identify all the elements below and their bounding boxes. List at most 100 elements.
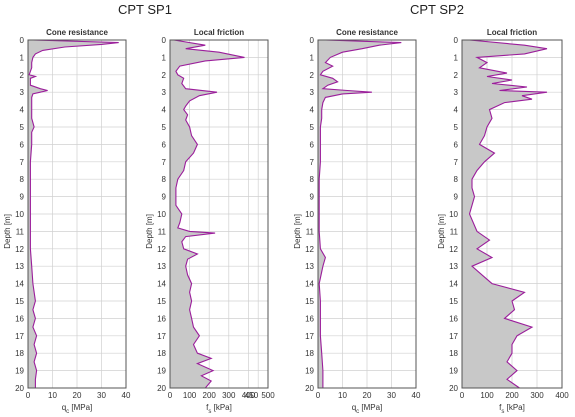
y-tick-label: 8 <box>310 175 315 184</box>
x-axis-label: fs [kPa] <box>206 403 232 415</box>
series-area <box>170 40 245 388</box>
y-tick-label: 18 <box>305 349 314 358</box>
x-tick-label: 30 <box>97 391 106 400</box>
y-tick-label: 2 <box>162 71 167 80</box>
series-line <box>28 39 119 388</box>
y-tick-label: 7 <box>310 158 315 167</box>
y-tick-label: 2 <box>20 71 25 80</box>
y-tick-label: 11 <box>306 227 315 236</box>
y-tick-label: 10 <box>449 210 458 219</box>
x-tick-label: 450 <box>245 391 259 400</box>
x-tick-label: 400 <box>242 391 256 400</box>
y-tick-label: 0 <box>310 36 315 45</box>
y-tick-label: 15 <box>305 297 314 306</box>
x-tick-label: 300 <box>530 391 544 400</box>
x-axis-label: qc [MPa] <box>352 403 383 415</box>
y-tick-label: 3 <box>20 88 25 97</box>
y-tick-label: 10 <box>15 210 24 219</box>
y-tick-label: 16 <box>449 314 458 323</box>
chart-group-title-sp2: CPT SP2 <box>410 2 464 17</box>
y-tick-label: 7 <box>20 158 25 167</box>
panel-title: Local friction <box>487 28 537 37</box>
y-tick-label: 20 <box>449 384 458 393</box>
y-tick-label: 6 <box>20 140 25 149</box>
y-tick-label: 4 <box>20 106 25 115</box>
y-tick-label: 3 <box>310 88 315 97</box>
y-tick-label: 4 <box>454 106 459 115</box>
y-tick-label: 12 <box>305 245 314 254</box>
y-tick-label: 5 <box>20 123 25 132</box>
y-tick-label: 1 <box>454 53 459 62</box>
y-tick-label: 13 <box>15 262 24 271</box>
y-tick-label: 8 <box>20 175 25 184</box>
y-tick-label: 12 <box>449 245 458 254</box>
y-tick-label: 9 <box>454 193 459 202</box>
y-tick-label: 20 <box>305 384 314 393</box>
y-tick-label: 13 <box>305 262 314 271</box>
y-tick-label: 5 <box>454 123 459 132</box>
series-line <box>318 39 402 388</box>
series-line <box>468 39 548 389</box>
y-tick-label: 1 <box>20 53 25 62</box>
y-tick-label: 18 <box>15 349 24 358</box>
y-tick-label: 8 <box>454 175 459 184</box>
x-tick-label: 30 <box>387 391 396 400</box>
y-tick-label: 6 <box>454 140 459 149</box>
plot-frame <box>461 39 563 389</box>
y-tick-label: 20 <box>15 384 24 393</box>
x-tick-label: 500 <box>261 391 275 400</box>
y-tick-label: 6 <box>162 140 167 149</box>
plot-frame <box>317 39 417 389</box>
x-axis-label: qc [MPa] <box>62 403 93 415</box>
x-tick-label: 0 <box>26 391 31 400</box>
y-axis-label: Depth [m] <box>437 214 446 249</box>
y-tick-label: 11 <box>158 227 167 236</box>
y-tick-label: 12 <box>15 245 24 254</box>
plot-frame <box>27 39 127 389</box>
y-tick-label: 7 <box>162 158 167 167</box>
y-tick-label: 16 <box>15 314 24 323</box>
x-tick-label: 200 <box>505 391 519 400</box>
y-tick-label: 5 <box>162 123 167 132</box>
x-tick-label: 0 <box>316 391 321 400</box>
x-tick-label: 40 <box>122 391 131 400</box>
x-tick-label: 0 <box>460 391 465 400</box>
y-tick-label: 18 <box>449 349 458 358</box>
y-tick-label: 19 <box>305 367 314 376</box>
x-tick-label: 300 <box>222 391 236 400</box>
y-tick-label: 6 <box>310 140 315 149</box>
y-tick-label: 1 <box>162 53 167 62</box>
y-tick-label: 2 <box>310 71 315 80</box>
y-tick-label: 13 <box>157 262 166 271</box>
y-axis-label: Depth [m] <box>293 214 302 249</box>
y-tick-label: 10 <box>305 210 314 219</box>
x-axis-label: fs [kPa] <box>499 403 525 415</box>
panel-title: Cone resistance <box>46 28 108 37</box>
y-tick-label: 20 <box>157 384 166 393</box>
x-tick-label: 10 <box>48 391 57 400</box>
y-tick-label: 15 <box>157 297 166 306</box>
y-tick-label: 16 <box>157 314 166 323</box>
y-tick-label: 12 <box>157 245 166 254</box>
y-tick-label: 5 <box>310 123 315 132</box>
y-axis-label: Depth [m] <box>3 214 12 249</box>
y-tick-label: 3 <box>454 88 459 97</box>
y-tick-label: 9 <box>20 193 25 202</box>
y-tick-label: 14 <box>157 280 166 289</box>
y-tick-label: 0 <box>454 36 459 45</box>
y-tick-label: 15 <box>449 297 458 306</box>
x-tick-label: 200 <box>203 391 217 400</box>
y-tick-label: 17 <box>305 332 314 341</box>
x-tick-label: 40 <box>412 391 421 400</box>
y-tick-label: 7 <box>454 158 459 167</box>
x-tick-label: 20 <box>363 391 372 400</box>
y-tick-label: 17 <box>449 332 458 341</box>
chart-group-title-sp1: CPT SP1 <box>118 2 172 17</box>
series-area <box>462 40 547 388</box>
y-tick-label: 14 <box>305 280 314 289</box>
